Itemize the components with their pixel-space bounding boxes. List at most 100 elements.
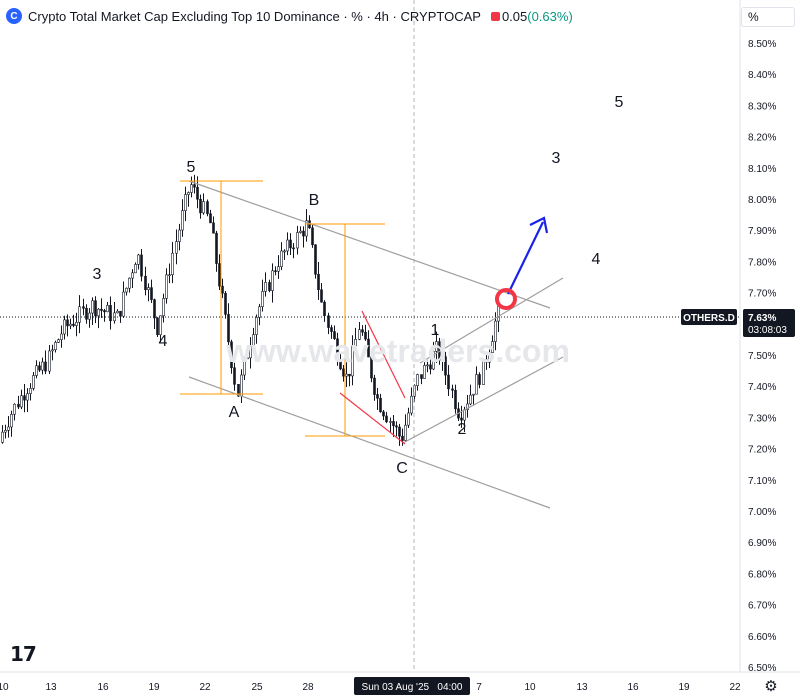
time-tick-label: 19 (678, 682, 690, 693)
time-tick-label: 13 (45, 682, 57, 693)
candle-body (240, 374, 243, 397)
candle-body (280, 250, 283, 267)
status-square-icon (490, 11, 500, 21)
candle-body (268, 282, 271, 291)
candle-body (75, 322, 78, 326)
gear-icon[interactable]: ⚙ (764, 678, 778, 695)
wave-label-4-old: 4 (159, 333, 168, 350)
candle-body (494, 320, 497, 342)
candle-body (13, 403, 16, 415)
candle-body (215, 232, 218, 264)
channel-lower-line (188, 376, 551, 509)
candle-body (478, 374, 481, 385)
candle-body (178, 229, 181, 242)
wave-label-c: C (396, 460, 408, 477)
candle-body (423, 365, 426, 379)
candle-body (184, 194, 187, 212)
candle-body (361, 329, 364, 333)
wedge-lower-line (339, 392, 406, 445)
candle-body (221, 285, 224, 294)
candle-body (147, 287, 150, 290)
candle-body (63, 319, 66, 335)
price-tick-label: 7.80% (748, 257, 776, 268)
candle-body (23, 395, 26, 401)
candle-body (373, 377, 376, 395)
candle-body (94, 300, 97, 317)
candle-body (190, 184, 193, 193)
time-tick-label: 10 (524, 682, 536, 693)
channel-upper-line (188, 180, 551, 309)
candle-body (209, 213, 212, 224)
price-tick-label: 7.50% (748, 351, 776, 362)
candle-body (181, 210, 184, 231)
interval-label[interactable]: 4h (374, 8, 389, 24)
candle-body (156, 317, 159, 336)
candle-body (395, 425, 398, 428)
candle-body (72, 323, 75, 326)
candle-body (246, 357, 249, 360)
candle-body (451, 388, 454, 391)
candle-body (320, 289, 323, 303)
wave-label-3: 3 (552, 150, 561, 167)
candle-body (286, 239, 289, 252)
price-tick-label: 7.90% (748, 226, 776, 237)
candle-body (243, 358, 246, 376)
wave-label-4: 4 (592, 251, 601, 268)
candle-body (327, 315, 330, 328)
symbol-title[interactable]: Crypto Total Market Cap Excluding Top 10… (28, 8, 340, 24)
wave-label-3-old: 3 (93, 266, 102, 283)
price-tick-label: 8.10% (748, 164, 776, 175)
price-tick-label: 7.40% (748, 382, 776, 393)
candle-body (150, 287, 153, 300)
candle-body (482, 359, 485, 385)
candle-body (7, 426, 10, 431)
scale-unit-button[interactable]: % (741, 7, 795, 27)
wave-label-5: 5 (615, 94, 624, 111)
candle-body (317, 273, 320, 291)
candle-body (106, 305, 109, 313)
candle-body (432, 351, 435, 370)
price-tick-label: 6.60% (748, 632, 776, 643)
candle-body (4, 430, 7, 433)
candle-body (196, 186, 199, 200)
candle-body (454, 389, 457, 410)
candle-body (401, 435, 404, 441)
wave-labels: 3 4 5 B A C 1 2 3 4 5 (93, 94, 624, 477)
candle-body (32, 375, 35, 389)
candle-body (91, 300, 94, 314)
candle-body (472, 393, 475, 396)
candle-body (51, 349, 54, 352)
candle-body (69, 323, 72, 327)
candle-body (57, 339, 60, 343)
candle-body (20, 395, 23, 408)
candle-body (289, 239, 292, 249)
wave-label-2: 2 (458, 421, 467, 438)
candle-body (416, 374, 419, 386)
candle-body (370, 356, 373, 379)
candle-body (100, 308, 103, 311)
candle-body (497, 305, 500, 322)
cryptocap-logo-icon: C (6, 8, 22, 24)
candle-body (252, 334, 255, 347)
exchange-label: CRYPTOCAP (400, 8, 481, 24)
candle-body (233, 367, 236, 385)
wedge-upper-line (361, 310, 406, 399)
price-tick-label: 6.70% (748, 601, 776, 612)
candle-body (103, 310, 106, 313)
candle-body (35, 365, 38, 376)
tradingview-logo-icon[interactable]: 17 (10, 642, 37, 666)
candle-body (299, 230, 302, 233)
candle-body (264, 282, 267, 292)
candle-body (54, 342, 57, 351)
candle-body (485, 359, 488, 363)
candle-body (78, 306, 81, 323)
candle-body (311, 227, 314, 246)
candle-body (128, 277, 131, 289)
candle-body (38, 365, 41, 371)
candle-body (97, 308, 100, 317)
candle-body (10, 413, 13, 428)
candle-body (1, 431, 4, 443)
breakout-target-marker (495, 288, 517, 310)
candle-body (206, 201, 209, 215)
